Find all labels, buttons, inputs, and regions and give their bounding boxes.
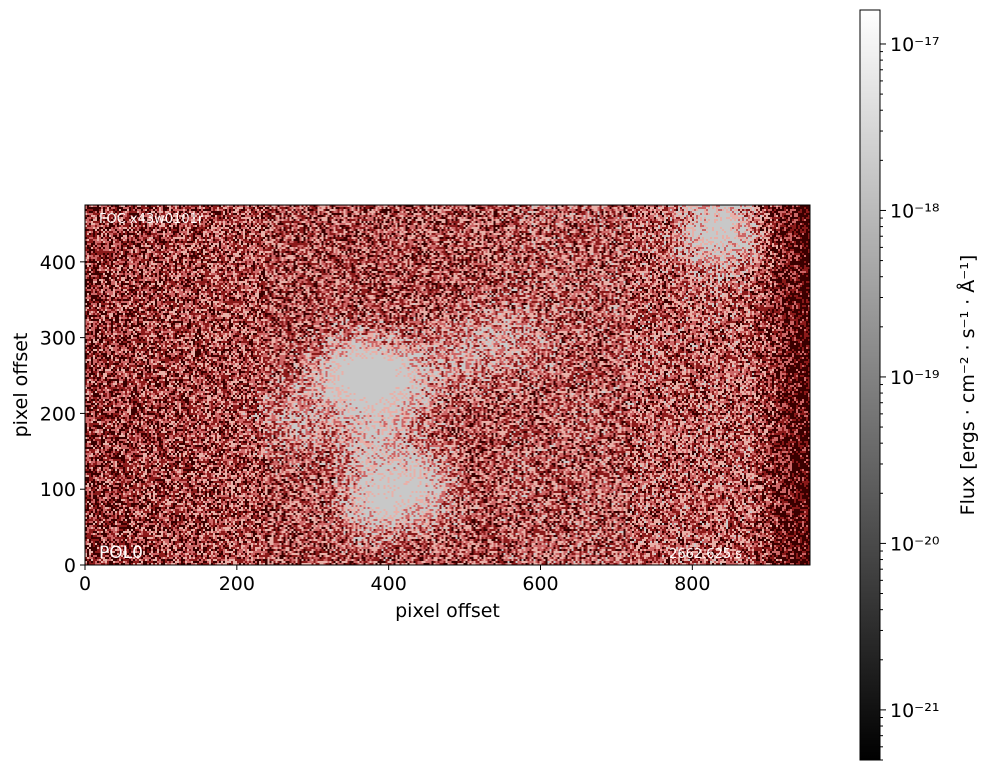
heatmap-plot [85, 205, 810, 565]
heatmap-image [85, 205, 810, 565]
colorbar-label: Flux [ergs · cm⁻² · s⁻¹ · Å⁻¹] [956, 255, 979, 516]
x-tick-label: 400 [371, 573, 407, 595]
x-tick-label: 800 [674, 573, 710, 595]
colorbar-tick-label: 10⁻²¹ [890, 700, 939, 722]
y-axis-label: pixel offset [10, 333, 32, 438]
y-tick-label: 400 [40, 252, 76, 274]
y-tick-label: 200 [40, 403, 76, 425]
x-axis: 0 200 400 600 800 [79, 565, 711, 595]
colorbar-tick-label: 10⁻²⁰ [890, 533, 939, 555]
x-tick-label: 0 [79, 573, 91, 595]
colorbar: 10⁻²¹ 10⁻²⁰ 10⁻¹⁹ 10⁻¹⁸ 10⁻¹⁷ Flux [ergs · c… [860, 10, 979, 760]
annotation-top-left: FOC x43w0101r [99, 212, 204, 227]
colorbar-tick-label: 10⁻¹⁸ [890, 200, 939, 222]
y-tick-label: 300 [40, 328, 76, 350]
colorbar-ticks: 10⁻²¹ 10⁻²⁰ 10⁻¹⁹ 10⁻¹⁸ 10⁻¹⁷ [880, 34, 939, 760]
y-axis: 0 100 200 300 400 [40, 252, 85, 577]
x-axis-label: pixel offset [395, 600, 500, 622]
colorbar-tick-label: 10⁻¹⁹ [890, 367, 939, 389]
y-tick-label: 100 [40, 479, 76, 501]
annotation-bottom-left: POL0 [99, 543, 143, 563]
colorbar-gradient [860, 10, 880, 760]
x-tick-label: 200 [219, 573, 255, 595]
annotation-bottom-right: 2662.625 s [669, 547, 742, 562]
y-tick-label: 0 [64, 555, 76, 577]
colorbar-tick-label: 10⁻¹⁷ [890, 34, 939, 56]
x-tick-label: 600 [522, 573, 558, 595]
